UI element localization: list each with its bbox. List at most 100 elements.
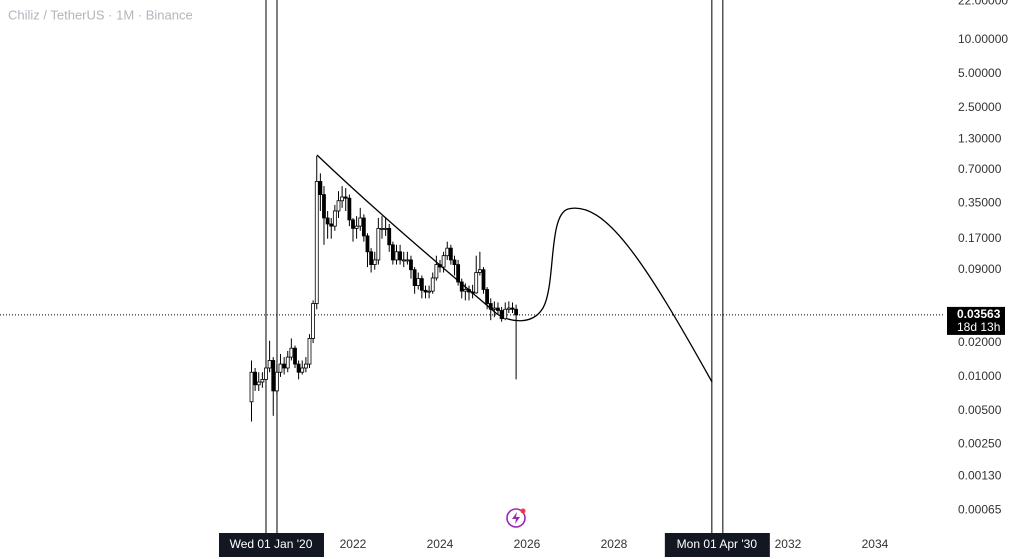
candle-body: [249, 371, 254, 403]
candle-body: [477, 269, 482, 273]
candle-body: [300, 367, 305, 373]
candle-body: [488, 303, 493, 310]
candle-body: [434, 264, 439, 279]
lightning-icon[interactable]: [506, 508, 526, 528]
y-tick-label: 1.30000: [958, 132, 1002, 146]
candle-body: [293, 347, 297, 365]
candle-body: [289, 347, 294, 358]
candle-body: [430, 277, 435, 292]
candle-body: [311, 303, 316, 339]
y-tick-label: 0.35000: [958, 196, 1002, 210]
candle-body: [438, 264, 442, 268]
candle-body: [401, 259, 406, 262]
candle-body: [448, 247, 453, 261]
candle-body: [492, 307, 497, 310]
candle-body: [318, 181, 323, 195]
x-tick-label: 2024: [427, 537, 454, 551]
y-tick-label: 0.00065: [958, 502, 1002, 516]
candle-body: [467, 289, 471, 293]
x-tick-label: 2028: [601, 537, 628, 551]
date-label-box: [664, 533, 770, 557]
candle-body: [405, 259, 410, 262]
candle-body: [278, 363, 283, 373]
date-label: Wed 01 Jan '20: [230, 537, 313, 551]
candle-body: [274, 371, 279, 392]
candle-body: [260, 378, 265, 383]
candle-body: [271, 360, 276, 392]
candle-body: [452, 259, 457, 265]
date-label-box: [218, 533, 324, 557]
candle-body: [390, 244, 395, 261]
y-tick-label: 0.00130: [958, 469, 1002, 483]
candle-body: [314, 181, 319, 304]
candle-body: [514, 308, 519, 316]
y-tick-label: 0.09000: [958, 262, 1002, 276]
y-tick-label: 0.00500: [958, 403, 1002, 417]
candle-body: [380, 227, 384, 230]
candle-body: [506, 307, 511, 310]
candle-body: [441, 255, 446, 268]
candle-body: [329, 223, 334, 227]
candle-body: [264, 367, 268, 380]
candle-body: [369, 251, 374, 265]
candle-body: [412, 269, 417, 286]
candle-body: [351, 219, 355, 229]
candle-body: [459, 281, 464, 292]
candle-body: [423, 289, 428, 293]
candle-body: [354, 225, 359, 229]
y-tick-label: 0.00250: [958, 437, 1002, 451]
candle-body: [419, 278, 424, 291]
price-label-box: [947, 306, 1005, 335]
candle-body: [409, 259, 413, 271]
candle-body: [358, 217, 363, 227]
x-tick-label: 2026: [514, 537, 541, 551]
candle-body: [394, 251, 399, 261]
candle-body: [499, 310, 504, 320]
candle-body: [474, 272, 479, 294]
trend-drawing: [316, 154, 713, 383]
candle-body: [372, 259, 377, 265]
x-tick-label: 2034: [862, 537, 889, 551]
candle-body: [416, 278, 421, 286]
y-tick-label: 5.00000: [958, 66, 1002, 80]
y-tick-label: 22.00000: [958, 0, 1008, 8]
candle-body: [398, 251, 402, 261]
y-tick-label: 2.50000: [958, 100, 1002, 114]
candle-body: [361, 217, 366, 237]
candle-body: [253, 371, 258, 386]
countdown-label: 18d 13h: [957, 320, 1000, 334]
candle-body: [510, 307, 515, 310]
candle-body: [456, 264, 461, 283]
y-tick-label: 0.01000: [958, 369, 1002, 383]
date-label: Mon 01 Apr '30: [677, 537, 758, 551]
candle-body: [267, 360, 272, 369]
candle-body: [485, 289, 489, 304]
candle-body: [322, 194, 326, 219]
candle-body: [340, 196, 345, 202]
chart-title: Chiliz / TetherUS · 1M · Binance: [8, 7, 193, 22]
candle-body: [376, 227, 381, 261]
candle-body: [445, 247, 450, 257]
candle-body: [496, 307, 500, 311]
candle-body: [427, 290, 432, 293]
candle-body: [347, 197, 352, 221]
x-tick-label: 2032: [775, 537, 802, 551]
candle-body: [296, 363, 301, 373]
candles: [249, 155, 519, 422]
candle-body: [303, 363, 308, 369]
y-tick-label: 0.02000: [958, 335, 1002, 349]
y-tick-label: 0.17000: [958, 231, 1002, 245]
x-tick-label: 2022: [340, 537, 367, 551]
candle-body: [307, 338, 312, 365]
candle-body: [282, 363, 287, 369]
candle-body: [343, 196, 348, 199]
y-tick-label: 10.00000: [958, 32, 1008, 46]
candle-body: [325, 217, 330, 225]
candle-body: [332, 210, 337, 227]
candle-body: [256, 381, 261, 386]
y-tick-label: 0.70000: [958, 162, 1002, 176]
candle-body: [503, 308, 508, 320]
price-label: 0.03563: [957, 307, 1001, 321]
